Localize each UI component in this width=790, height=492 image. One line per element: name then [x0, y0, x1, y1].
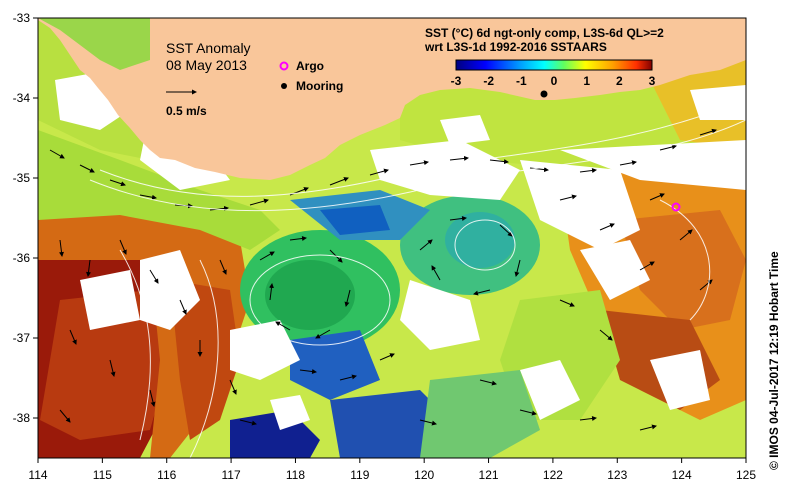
colorbar-tick-label: -2 [483, 74, 494, 88]
latitude-axis: -33 -34 -35 -36 -37 -38 [13, 11, 38, 425]
longitude-tick-label: 123 [607, 468, 627, 482]
streamlines [89, 99, 746, 458]
longitude-tick-label: 117 [222, 468, 241, 482]
latitude-tick-label: -35 [13, 171, 31, 185]
mooring-legend-label: Mooring [296, 79, 343, 93]
product-line-1: SST (°C) 6d ngt-only comp, L3S-6d QL>=2 [425, 26, 664, 40]
product-line-2: wrt L3S-1d 1992-2016 SSTAARS [424, 40, 607, 54]
latitude-tick-label: -36 [13, 251, 31, 265]
longitude-tick-label: 121 [479, 468, 499, 482]
longitude-tick-label: 119 [350, 468, 369, 482]
mooring-legend-icon [281, 83, 287, 89]
map-date: 08 May 2013 [166, 57, 247, 73]
longitude-tick-label: 115 [93, 468, 112, 482]
longitude-tick-label: 125 [736, 468, 756, 482]
longitude-tick-label: 120 [414, 468, 434, 482]
longitude-tick-label: 114 [28, 468, 47, 482]
latitude-tick-label: -33 [13, 11, 31, 25]
argo-legend-label: Argo [296, 59, 324, 73]
velocity-scale-label: 0.5 m/s [166, 104, 207, 118]
land-mass [38, 18, 746, 180]
longitude-tick-label: 116 [157, 468, 176, 482]
argo-legend-icon [279, 61, 289, 71]
colorbar-tick-label: -3 [451, 74, 462, 88]
argo-marker [671, 202, 681, 212]
credit-text: © IMOS 04-Jul-2017 12:19 Hobart Time [767, 251, 781, 470]
longitude-tick-label: 118 [286, 468, 305, 482]
mooring-marker [540, 90, 548, 98]
colorbar-ticks: -3 -2 -1 0 1 2 3 [451, 74, 656, 88]
colorbar-tick-label: 2 [616, 74, 623, 88]
latitude-tick-label: -34 [13, 91, 31, 105]
longitude-tick-label: 124 [672, 468, 692, 482]
plot-border [37, 17, 747, 459]
colorbar-tick-label: 1 [583, 74, 590, 88]
colorbar-tick-label: -1 [516, 74, 527, 88]
map-title: SST Anomaly [166, 40, 251, 56]
longitude-axis: 114 115 116 117 118 119 120 121 122 123 124 125 [28, 458, 756, 482]
longitude-tick-label: 122 [543, 468, 563, 482]
colorbar-tick-label: 3 [649, 74, 656, 88]
latitude-tick-label: -37 [13, 331, 31, 345]
colorbar-tick-label: 0 [551, 74, 558, 88]
latitude-tick-label: -38 [13, 411, 31, 425]
colorbar [455, 59, 653, 71]
sst-field [38, 18, 746, 458]
